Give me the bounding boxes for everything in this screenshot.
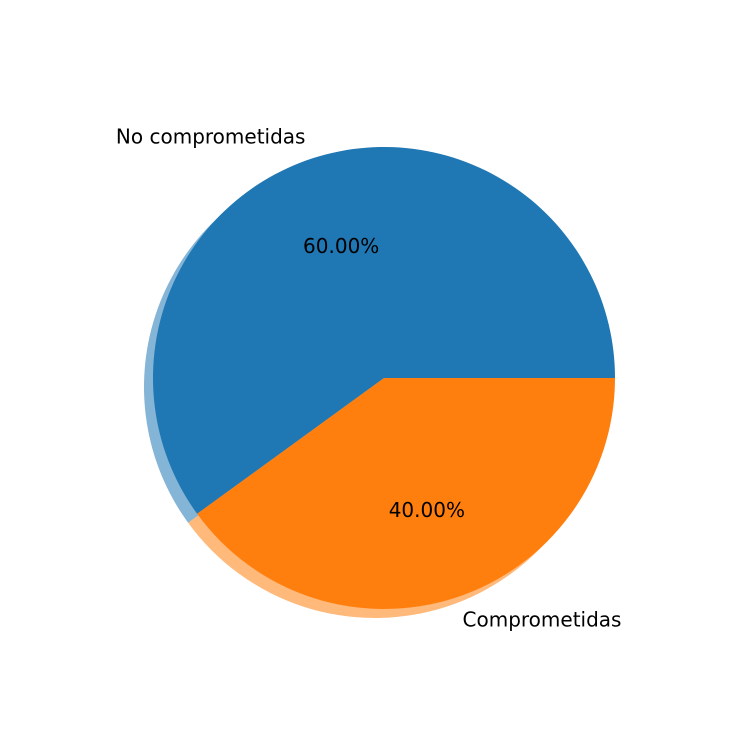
pie-pct-label-no-comprometidas: 60.00%: [303, 234, 379, 258]
pie-slice-no-comprometidas: [152, 146, 615, 514]
pie-category-label-comprometidas: Comprometidas: [463, 608, 622, 632]
pie-slice-layer: [152, 146, 616, 609]
pie-pct-label-comprometidas: 40.00%: [389, 498, 465, 522]
pie-slice-comprometidas: [197, 378, 616, 609]
pie-label-layer: 60.00% No comprometidas 40.00% Comprometida…: [116, 124, 622, 631]
pie-category-label-no-comprometidas: No comprometidas: [116, 124, 306, 148]
